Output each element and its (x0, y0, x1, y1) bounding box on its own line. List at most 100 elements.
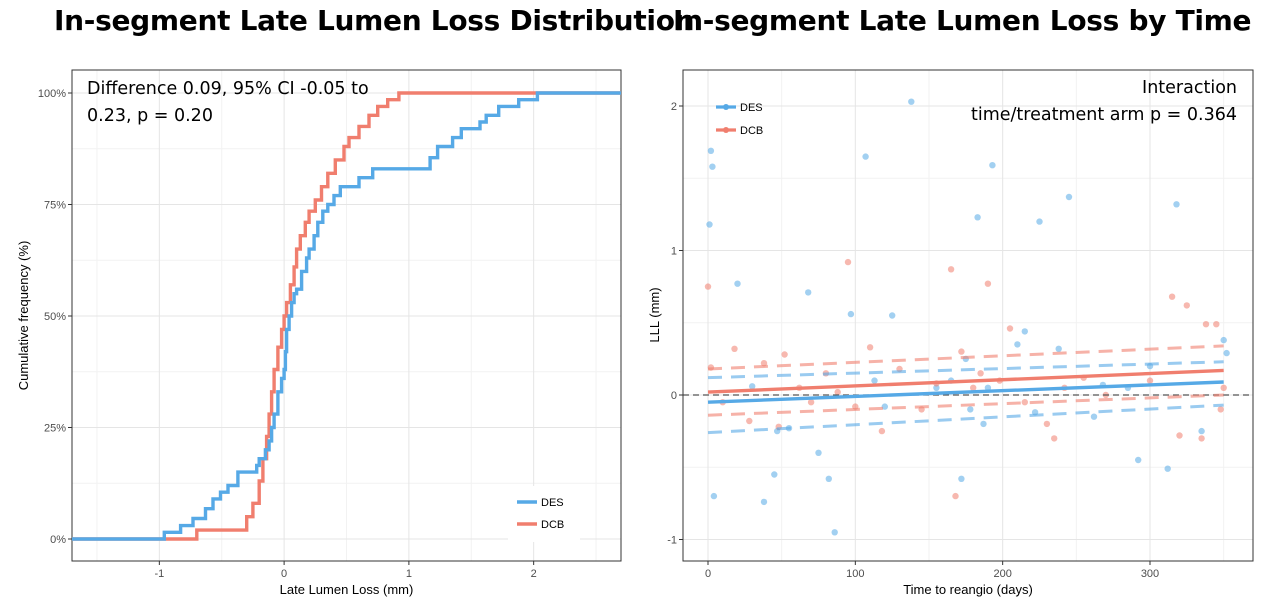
data-point-des (710, 492, 718, 500)
data-point-des (1090, 413, 1098, 420)
data-point-dcb (878, 427, 886, 435)
x-tick-label: 300 (1141, 568, 1159, 580)
data-point-des (805, 289, 812, 296)
ci-lower-line-dcb (707, 393, 1224, 417)
data-point-des (974, 214, 981, 221)
annotation-line-1: Difference 0.09, 95% CI -0.05 to (87, 79, 369, 99)
data-point-dcb (1051, 435, 1058, 442)
annotation-line-2: 0.23, p = 0.20 (87, 106, 213, 126)
y-tick-label: 0 (671, 390, 677, 402)
y-tick-label: 25% (44, 423, 66, 435)
data-point-des (760, 498, 768, 506)
data-point-dcb (1146, 377, 1154, 384)
y-tick-label: 1 (671, 246, 677, 258)
data-point-dcb (1213, 321, 1220, 328)
data-point-des (749, 383, 756, 390)
data-point-dcb (1168, 293, 1176, 300)
data-point-des (1036, 218, 1043, 225)
data-point-des (706, 221, 713, 228)
ci-upper-line-des (707, 360, 1224, 380)
plot-border (682, 69, 1254, 562)
x-tick-label: 2 (531, 568, 537, 580)
right-chart-title: In-segment Late Lumen Loss by Time (673, 4, 1252, 37)
data-point-des (815, 449, 822, 456)
y-axis-title: LLL (mm) (647, 287, 662, 342)
data-point-des (1198, 427, 1205, 435)
data-point-des (1014, 341, 1021, 348)
legend-key-point-des (723, 104, 729, 110)
data-point-dcb (1217, 406, 1224, 413)
data-point-des (967, 406, 974, 413)
regression-line-dcb (707, 368, 1224, 394)
data-point-dcb (844, 258, 852, 266)
data-point-des (1055, 345, 1062, 352)
y-tick-label: 100% (38, 88, 66, 100)
data-point-dcb (1183, 302, 1191, 309)
plot-background (683, 70, 1253, 561)
data-point-dcb (1021, 399, 1028, 406)
data-point-des (771, 471, 778, 478)
legend-label-dcb: DCB (740, 125, 763, 137)
annotation-line-2: time/treatment arm p = 0.364 (971, 105, 1237, 125)
y-tick-label: 0% (50, 534, 66, 546)
y-tick-label: 2 (671, 101, 677, 113)
data-point-des (831, 529, 838, 536)
y-tick-label: -1 (667, 535, 677, 547)
data-point-des (825, 475, 832, 482)
y-tick-label: 50% (44, 311, 66, 323)
legend-label-des: DES (541, 497, 564, 509)
data-point-dcb (866, 344, 874, 351)
data-point-des (871, 377, 878, 384)
left-chart-title: In-segment Late Lumen Loss Distribution (54, 4, 695, 37)
regression-line-des (707, 380, 1224, 404)
data-point-dcb (1006, 325, 1014, 332)
legend: DES DCB (508, 486, 580, 542)
x-axis-title: Time to reangio (days) (903, 582, 1033, 597)
y-tick-label: 75% (44, 200, 66, 212)
data-point-dcb (807, 399, 815, 406)
data-point-des (709, 163, 716, 170)
data-point-des (734, 280, 741, 287)
data-point-dcb (834, 388, 841, 396)
data-point-dcb (958, 348, 965, 355)
data-point-dcb (1202, 321, 1210, 328)
data-point-des (1135, 456, 1142, 464)
data-point-des (1220, 336, 1227, 344)
data-point-des (1223, 349, 1230, 357)
data-point-dcb (984, 280, 992, 287)
data-point-des (862, 153, 869, 160)
data-point-dcb (704, 283, 712, 290)
ci-upper-line-dcb (707, 344, 1224, 371)
data-point-des (707, 147, 715, 154)
data-point-des (1164, 465, 1171, 472)
data-point-des (908, 98, 915, 105)
data-point-dcb (760, 360, 768, 367)
data-point-des (1173, 201, 1180, 208)
data-point-dcb (1220, 384, 1227, 391)
x-tick-label: 0 (281, 568, 287, 580)
data-point-dcb (781, 351, 788, 358)
data-point-dcb (1043, 420, 1051, 428)
data-point-dcb (1198, 435, 1205, 442)
data-point-des (984, 384, 992, 391)
y-axis-title: Cumulative frequency (%) (16, 241, 31, 391)
data-point-des (889, 312, 896, 319)
data-point-des (958, 475, 965, 482)
data-point-dcb (731, 345, 738, 352)
legend-key-point-dcb (723, 127, 729, 133)
data-point-dcb (952, 492, 959, 500)
data-point-dcb (947, 266, 955, 273)
scatter-chart: 0 100 200 300 -1 0 1 2 Interaction time/treatment… (647, 69, 1254, 597)
data-point-des (847, 310, 855, 318)
x-tick-label: 0 (705, 568, 711, 580)
ci-lower-line-des (707, 403, 1224, 435)
ecdf-chart: -1 0 1 2 0% 25% 50% 75% 100% Difference 0.09, 95%… (16, 69, 622, 597)
legend-label-dcb: DCB (541, 519, 564, 531)
data-point-des (1065, 193, 1073, 201)
x-tick-label: -1 (154, 568, 164, 580)
legend: DES DCB (716, 102, 763, 137)
x-tick-label: 200 (993, 568, 1011, 580)
data-point-dcb (977, 370, 984, 377)
x-tick-label: 1 (406, 568, 412, 580)
